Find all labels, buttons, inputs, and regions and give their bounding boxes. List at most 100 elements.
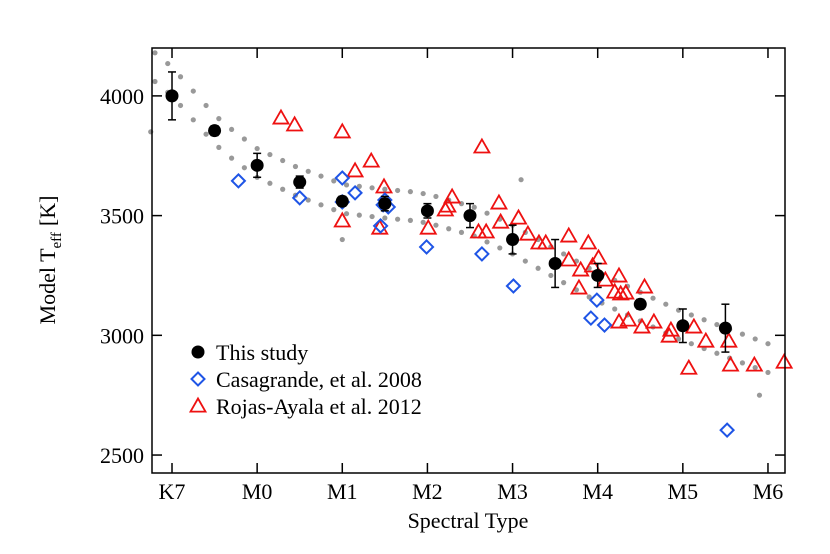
point — [208, 124, 222, 138]
point — [688, 341, 694, 347]
y-axis-label-main: Model T — [35, 248, 60, 325]
point — [739, 331, 746, 337]
x-tick-label: M4 — [582, 479, 613, 504]
point — [765, 341, 771, 347]
point — [471, 204, 477, 210]
point — [506, 233, 520, 247]
point — [719, 422, 736, 439]
y-axis-label-unit: [K] — [35, 196, 60, 227]
point — [254, 145, 260, 152]
point — [291, 189, 308, 206]
point — [559, 226, 578, 243]
point — [216, 116, 222, 122]
plot-frame — [151, 47, 786, 474]
point — [446, 226, 452, 232]
legend-label: Casagrande, et al. 2008 — [216, 367, 422, 392]
point — [333, 211, 352, 228]
point — [382, 215, 388, 221]
point — [719, 331, 738, 348]
point — [477, 222, 496, 239]
point — [407, 189, 413, 195]
point — [589, 248, 608, 265]
point — [536, 233, 555, 250]
point — [619, 310, 638, 327]
point — [675, 336, 682, 342]
point — [661, 320, 680, 337]
point — [548, 272, 554, 279]
point — [609, 266, 629, 283]
point — [472, 137, 491, 154]
point — [420, 204, 434, 218]
point — [632, 317, 652, 334]
point — [469, 222, 488, 239]
point — [579, 233, 598, 250]
point — [663, 301, 669, 307]
point — [241, 136, 247, 142]
point — [374, 177, 394, 194]
point — [535, 265, 541, 271]
point — [165, 89, 179, 103]
point — [561, 280, 567, 286]
point — [418, 239, 435, 255]
point — [765, 369, 771, 376]
point — [177, 74, 184, 80]
x-tick-label: M6 — [753, 479, 784, 504]
point — [280, 157, 286, 164]
point — [318, 202, 324, 208]
point — [203, 102, 209, 109]
point — [586, 294, 592, 300]
point — [203, 131, 209, 137]
point — [611, 284, 630, 301]
point — [229, 155, 235, 161]
point — [518, 177, 524, 183]
point — [369, 185, 375, 191]
point — [335, 194, 349, 208]
point — [343, 211, 350, 217]
point — [484, 210, 490, 216]
legend-label: This study — [216, 340, 308, 365]
point — [267, 180, 273, 186]
point — [285, 115, 304, 132]
point — [305, 197, 311, 203]
point — [339, 236, 345, 243]
point — [752, 365, 758, 371]
point — [190, 117, 196, 123]
point — [679, 358, 698, 375]
point — [684, 317, 703, 334]
point — [612, 306, 618, 312]
point — [216, 144, 222, 150]
point — [518, 224, 537, 241]
point — [739, 360, 746, 366]
point — [362, 151, 381, 168]
point — [438, 196, 457, 213]
legend-label: Rojas-Ayala et al. 2012 — [216, 394, 422, 419]
point — [280, 186, 286, 192]
point — [635, 277, 654, 294]
x-tick-label: M5 — [668, 479, 699, 504]
point — [463, 209, 477, 223]
point — [561, 251, 567, 257]
x-tick-label: M1 — [327, 479, 358, 504]
y-tick-label: 3500 — [100, 204, 144, 229]
point — [356, 212, 362, 218]
point — [756, 392, 763, 398]
point — [395, 216, 401, 222]
point — [569, 278, 589, 295]
point — [489, 193, 508, 210]
point — [676, 319, 690, 333]
point — [152, 50, 158, 56]
point — [458, 229, 465, 235]
legend-marker — [191, 345, 205, 359]
point — [433, 193, 439, 200]
y-axis-label: Model Teff [K] — [35, 196, 65, 325]
point — [420, 219, 426, 225]
point — [714, 321, 720, 328]
point — [372, 217, 389, 234]
y-tick-label: 2500 — [100, 443, 144, 468]
point — [318, 173, 324, 179]
point — [407, 217, 413, 223]
point — [378, 197, 392, 211]
point — [443, 187, 462, 204]
